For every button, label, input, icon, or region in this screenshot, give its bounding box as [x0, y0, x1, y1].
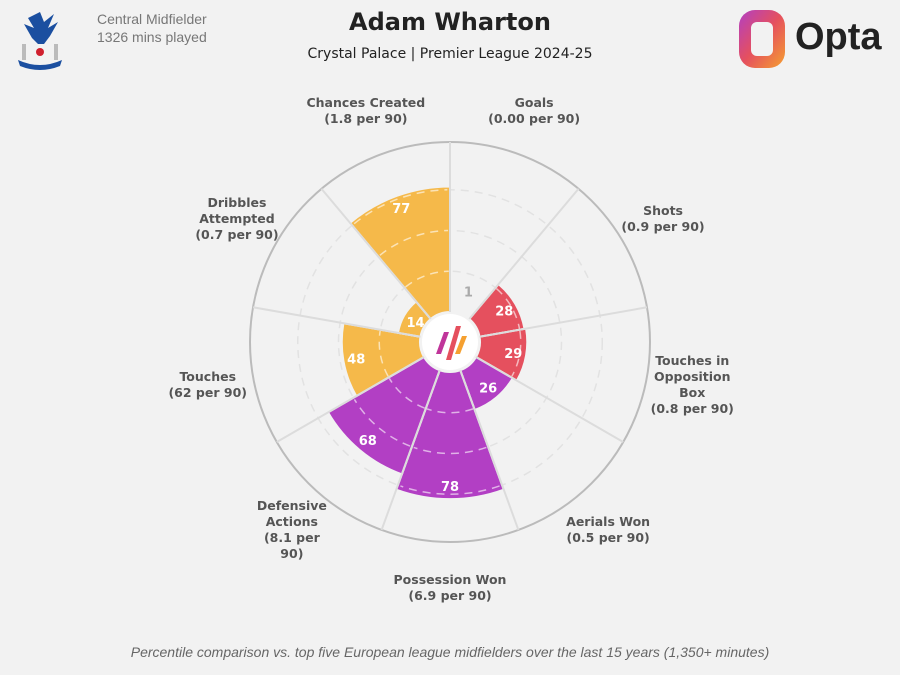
page-subtitle: Crystal Palace | Premier League 2024-25 — [307, 46, 593, 62]
category-label: Goals (0.00 per 90) — [454, 95, 614, 127]
value-label: 68 — [359, 434, 377, 449]
center-hub — [422, 314, 478, 370]
category-label: Aerials Won (0.5 per 90) — [528, 514, 688, 546]
category-name: Goals — [514, 94, 554, 110]
category-name: Touches in Opposition Box — [653, 352, 731, 400]
category-per90: (62 per 90) — [168, 384, 247, 400]
value-label: 77 — [392, 202, 410, 217]
player-position: Central Midfielder — [97, 11, 207, 27]
bar-grid-ring — [378, 330, 389, 377]
value-label: 26 — [479, 381, 497, 396]
minutes-played: 1326 mins played — [97, 29, 207, 45]
spoke — [475, 356, 624, 443]
bar-grid-ring — [413, 446, 487, 455]
opta-mark-icon — [446, 326, 461, 360]
opta-logo: Opta — [735, 8, 895, 70]
category-label: Dribbles Attempted (0.7 per 90) — [192, 195, 282, 243]
bar-grid-ring — [353, 399, 411, 447]
player-meta: Central Midfielder 1326 mins played — [97, 10, 207, 46]
opta-mark-icon — [455, 336, 467, 354]
bar-grid-ring — [400, 485, 500, 495]
value-label: 28 — [495, 305, 513, 320]
value-label: 78 — [441, 480, 459, 495]
category-name: Chances Created — [306, 94, 426, 110]
bar-grid-ring — [426, 408, 474, 414]
category-label: Chances Created (1.8 per 90) — [286, 95, 446, 127]
category-per90: (1.8 per 90) — [324, 110, 408, 126]
category-per90: (8.1 per 90) — [263, 530, 320, 562]
category-label: Defensive Actions (8.1 per 90) — [252, 498, 332, 562]
category-name: Touches — [179, 368, 237, 384]
bar-grid-ring — [405, 270, 449, 288]
opta-logo-icon — [739, 10, 785, 68]
category-name: Aerials Won — [566, 514, 651, 530]
category-per90: (0.8 per 90) — [650, 400, 734, 416]
category-label: Touches in Opposition Box (0.8 per 90) — [640, 353, 745, 417]
bar-chances-created — [348, 185, 451, 321]
spoke — [479, 306, 648, 338]
category-name: Dribbles Attempted — [199, 195, 275, 226]
footnote: Percentile comparison vs. top five Europ… — [130, 644, 770, 660]
value-label: 48 — [347, 353, 365, 368]
value-label: 29 — [504, 347, 522, 362]
opta-wordmark: Opta — [795, 16, 882, 58]
category-per90: (0.7 per 90) — [195, 227, 279, 242]
category-label: Shots (0.9 per 90) — [583, 203, 743, 235]
spoke — [459, 369, 520, 531]
spoke — [468, 188, 580, 320]
category-label: Possession Won (6.9 per 90) — [370, 572, 530, 604]
spoke — [320, 188, 432, 320]
category-name: Defensive Actions — [256, 498, 327, 530]
category-per90: (0.00 per 90) — [488, 110, 581, 126]
bar-grid-ring — [388, 378, 425, 409]
bar-grid-ring — [353, 189, 448, 225]
category-label: Touches (62 per 90) — [128, 369, 288, 401]
category-name: Possession Won — [393, 572, 507, 587]
category-per90: (0.5 per 90) — [566, 530, 650, 546]
value-label: 14 — [406, 316, 424, 331]
bar-grid-ring — [511, 330, 522, 377]
value-label: 1 — [464, 286, 473, 301]
spoke — [276, 356, 425, 443]
spoke — [252, 306, 421, 338]
bar-grid-ring — [495, 288, 521, 329]
page-title: Adam Wharton — [349, 8, 551, 36]
opta-mark-icon — [436, 332, 449, 354]
crystal-palace-badge — [18, 12, 62, 70]
spoke — [380, 369, 441, 531]
bar-grid-ring — [379, 229, 449, 256]
category-per90: (0.9 per 90) — [621, 219, 705, 234]
category-per90: (6.9 per 90) — [408, 588, 492, 603]
category-name: Shots — [643, 203, 683, 218]
bar-possession-won — [394, 368, 506, 501]
